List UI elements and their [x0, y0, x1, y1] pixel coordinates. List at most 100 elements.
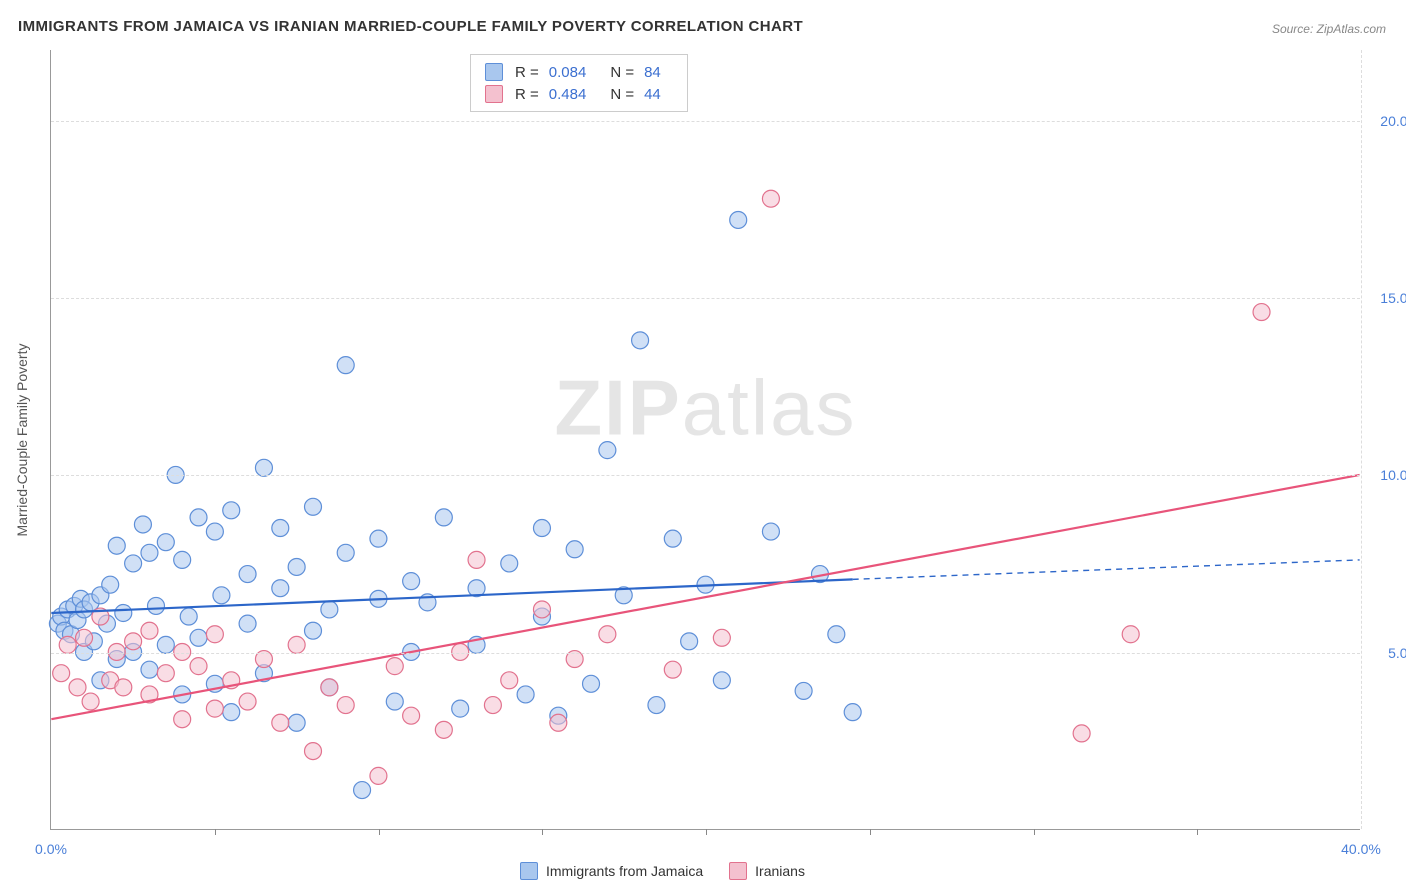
x-tick-mark	[379, 829, 380, 835]
scatter-point	[174, 711, 191, 728]
scatter-point	[125, 633, 142, 650]
regression-line	[51, 475, 1359, 719]
scatter-point	[337, 357, 354, 374]
scatter-point	[272, 520, 289, 537]
scatter-point	[435, 721, 452, 738]
r-label-0: R =	[515, 64, 539, 81]
scatter-point	[206, 626, 223, 643]
scatter-point	[664, 661, 681, 678]
scatter-point	[288, 714, 305, 731]
y-tick-label: 5.0%	[1365, 645, 1406, 661]
y-tick-label: 20.0%	[1365, 113, 1406, 129]
scatter-point	[435, 509, 452, 526]
scatter-point	[174, 551, 191, 568]
legend-stats: R = 0.084 N = 84 R = 0.484 N = 44	[470, 54, 688, 112]
scatter-point	[76, 629, 93, 646]
x-tick-label: 40.0%	[1341, 841, 1381, 857]
scatter-point	[566, 541, 583, 558]
scatter-point	[157, 665, 174, 682]
y-axis-label: Married-Couple Family Poverty	[14, 344, 30, 537]
scatter-point	[1253, 304, 1270, 321]
legend-bottom-swatch-1	[729, 862, 747, 880]
scatter-point	[321, 601, 338, 618]
scatter-point	[272, 580, 289, 597]
r-value-0: 0.084	[549, 64, 587, 81]
scatter-point	[180, 608, 197, 625]
scatter-point	[648, 697, 665, 714]
legend-item-1: Iranians	[729, 862, 805, 880]
grid-line-y	[51, 475, 1360, 476]
scatter-point	[53, 665, 70, 682]
scatter-point	[115, 605, 132, 622]
scatter-point	[517, 686, 534, 703]
scatter-point	[141, 661, 158, 678]
scatter-point	[223, 502, 240, 519]
scatter-point	[148, 597, 165, 614]
scatter-point	[337, 544, 354, 561]
r-label-1: R =	[515, 86, 539, 103]
scatter-point	[108, 537, 125, 554]
scatter-point	[828, 626, 845, 643]
grid-line-x-right	[1361, 50, 1362, 829]
scatter-point	[213, 587, 230, 604]
legend-stats-row-0: R = 0.084 N = 84	[485, 61, 673, 83]
chart-title: IMMIGRANTS FROM JAMAICA VS IRANIAN MARRI…	[18, 18, 803, 35]
scatter-point	[255, 459, 272, 476]
scatter-point	[69, 679, 86, 696]
plot-area: ZIPatlas 5.0%10.0%15.0%20.0%0.0%40.0%	[50, 50, 1360, 830]
scatter-point	[762, 190, 779, 207]
scatter-point	[452, 700, 469, 717]
legend-bottom-swatch-0	[520, 862, 538, 880]
scatter-point	[632, 332, 649, 349]
scatter-point	[386, 658, 403, 675]
x-tick-label: 0.0%	[35, 841, 67, 857]
legend-series: Immigrants from Jamaica Iranians	[520, 862, 805, 880]
scatter-point	[141, 544, 158, 561]
scatter-point	[157, 636, 174, 653]
legend-swatch-0	[485, 63, 503, 81]
scatter-point	[501, 555, 518, 572]
n-label-0: N =	[610, 64, 634, 81]
scatter-point	[664, 530, 681, 547]
scatter-point	[125, 555, 142, 572]
scatter-point	[337, 697, 354, 714]
scatter-point	[370, 530, 387, 547]
scatter-point	[190, 658, 207, 675]
scatter-point	[223, 704, 240, 721]
scatter-point	[134, 516, 151, 533]
scatter-point	[1122, 626, 1139, 643]
scatter-point	[713, 629, 730, 646]
scatter-point	[305, 743, 322, 760]
regression-line	[51, 579, 852, 613]
scatter-point	[468, 551, 485, 568]
y-tick-label: 15.0%	[1365, 290, 1406, 306]
y-tick-label: 10.0%	[1365, 467, 1406, 483]
n-value-1: 44	[644, 86, 661, 103]
scatter-point	[206, 523, 223, 540]
grid-line-y	[51, 298, 1360, 299]
scatter-point	[844, 704, 861, 721]
n-label-1: N =	[610, 86, 634, 103]
scatter-point	[370, 767, 387, 784]
legend-stats-row-1: R = 0.484 N = 44	[485, 83, 673, 105]
source-attribution: Source: ZipAtlas.com	[1272, 22, 1386, 36]
scatter-point	[484, 697, 501, 714]
scatter-point	[305, 622, 322, 639]
x-tick-mark	[1034, 829, 1035, 835]
scatter-point	[403, 573, 420, 590]
x-tick-mark	[215, 829, 216, 835]
r-value-1: 0.484	[549, 86, 587, 103]
scatter-point	[305, 498, 322, 515]
scatter-point	[288, 636, 305, 653]
legend-bottom-label-0: Immigrants from Jamaica	[546, 863, 703, 879]
x-tick-mark	[542, 829, 543, 835]
scatter-point	[115, 679, 132, 696]
scatter-point	[599, 626, 616, 643]
scatter-point	[1073, 725, 1090, 742]
scatter-point	[239, 693, 256, 710]
scatter-point	[354, 782, 371, 799]
scatter-point	[82, 693, 99, 710]
legend-bottom-label-1: Iranians	[755, 863, 805, 879]
scatter-point	[795, 682, 812, 699]
x-tick-mark	[706, 829, 707, 835]
